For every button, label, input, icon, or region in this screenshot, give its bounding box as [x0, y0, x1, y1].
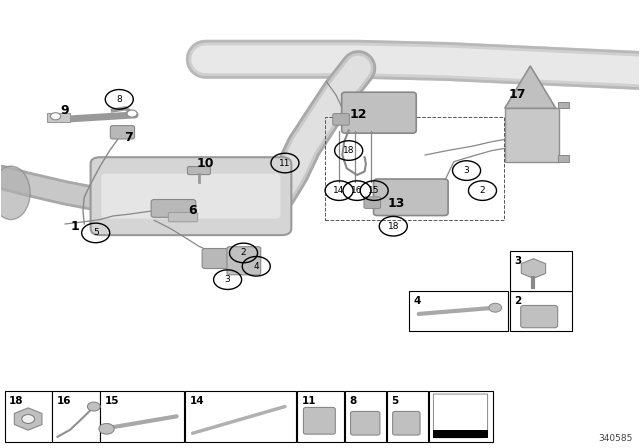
Bar [510, 291, 572, 331]
Bar [557, 102, 569, 108]
Bar [185, 391, 296, 442]
Text: 11: 11 [279, 159, 291, 168]
FancyBboxPatch shape [227, 247, 260, 275]
Text: 16: 16 [57, 396, 71, 406]
FancyBboxPatch shape [521, 306, 557, 328]
Text: 18: 18 [343, 146, 355, 155]
Text: 10: 10 [196, 157, 214, 170]
Text: 5: 5 [93, 228, 99, 237]
Bar [100, 391, 184, 442]
FancyBboxPatch shape [151, 199, 196, 217]
Text: 2: 2 [515, 296, 522, 306]
FancyBboxPatch shape [374, 179, 448, 215]
Text: 14: 14 [189, 396, 204, 406]
Text: 4: 4 [413, 296, 421, 306]
Circle shape [489, 303, 502, 312]
FancyBboxPatch shape [110, 125, 134, 139]
FancyBboxPatch shape [351, 411, 380, 435]
Bar [387, 391, 428, 442]
Text: 3: 3 [464, 166, 469, 175]
FancyArrowPatch shape [55, 116, 60, 118]
FancyBboxPatch shape [303, 407, 335, 434]
Text: 4: 4 [253, 262, 259, 271]
Text: 9: 9 [61, 104, 69, 117]
Text: 1: 1 [70, 220, 79, 233]
Polygon shape [433, 394, 488, 438]
Text: 18: 18 [9, 396, 24, 406]
FancyBboxPatch shape [168, 212, 198, 222]
Text: 14: 14 [333, 186, 345, 195]
Circle shape [22, 414, 35, 423]
Circle shape [88, 402, 100, 411]
FancyBboxPatch shape [393, 411, 420, 435]
FancyBboxPatch shape [342, 92, 416, 133]
Bar [433, 430, 488, 438]
FancyBboxPatch shape [333, 114, 349, 125]
Bar [409, 291, 508, 331]
Text: 15: 15 [369, 186, 380, 195]
Circle shape [51, 113, 61, 120]
Text: 3: 3 [515, 256, 522, 266]
Text: 16: 16 [351, 186, 363, 195]
Text: 8: 8 [116, 95, 122, 104]
Bar [429, 391, 493, 442]
Bar [345, 391, 387, 442]
Ellipse shape [0, 166, 30, 220]
Text: 2: 2 [479, 186, 485, 195]
Bar [505, 108, 559, 162]
Text: 13: 13 [388, 198, 405, 211]
FancyBboxPatch shape [188, 167, 211, 175]
Text: 18: 18 [388, 222, 399, 231]
Bar [4, 391, 52, 442]
Bar [557, 155, 569, 162]
Text: 17: 17 [509, 88, 526, 101]
Bar [47, 113, 70, 122]
Text: 340585: 340585 [598, 434, 632, 443]
Text: 6: 6 [188, 204, 197, 217]
FancyBboxPatch shape [101, 174, 280, 219]
FancyBboxPatch shape [364, 197, 381, 208]
FancyBboxPatch shape [202, 249, 246, 268]
Text: 12: 12 [349, 108, 367, 121]
Bar [297, 391, 344, 442]
FancyBboxPatch shape [91, 157, 291, 235]
Text: 5: 5 [392, 396, 399, 406]
Text: 3: 3 [225, 275, 230, 284]
Polygon shape [505, 66, 556, 108]
Bar [52, 391, 100, 442]
Text: 8: 8 [349, 396, 356, 406]
Circle shape [99, 423, 114, 434]
Bar [510, 251, 572, 291]
Text: 15: 15 [104, 396, 119, 406]
Text: 7: 7 [124, 131, 133, 144]
Circle shape [127, 110, 137, 117]
Text: 2: 2 [241, 249, 246, 258]
Text: 11: 11 [301, 396, 316, 406]
Bar [325, 117, 504, 220]
